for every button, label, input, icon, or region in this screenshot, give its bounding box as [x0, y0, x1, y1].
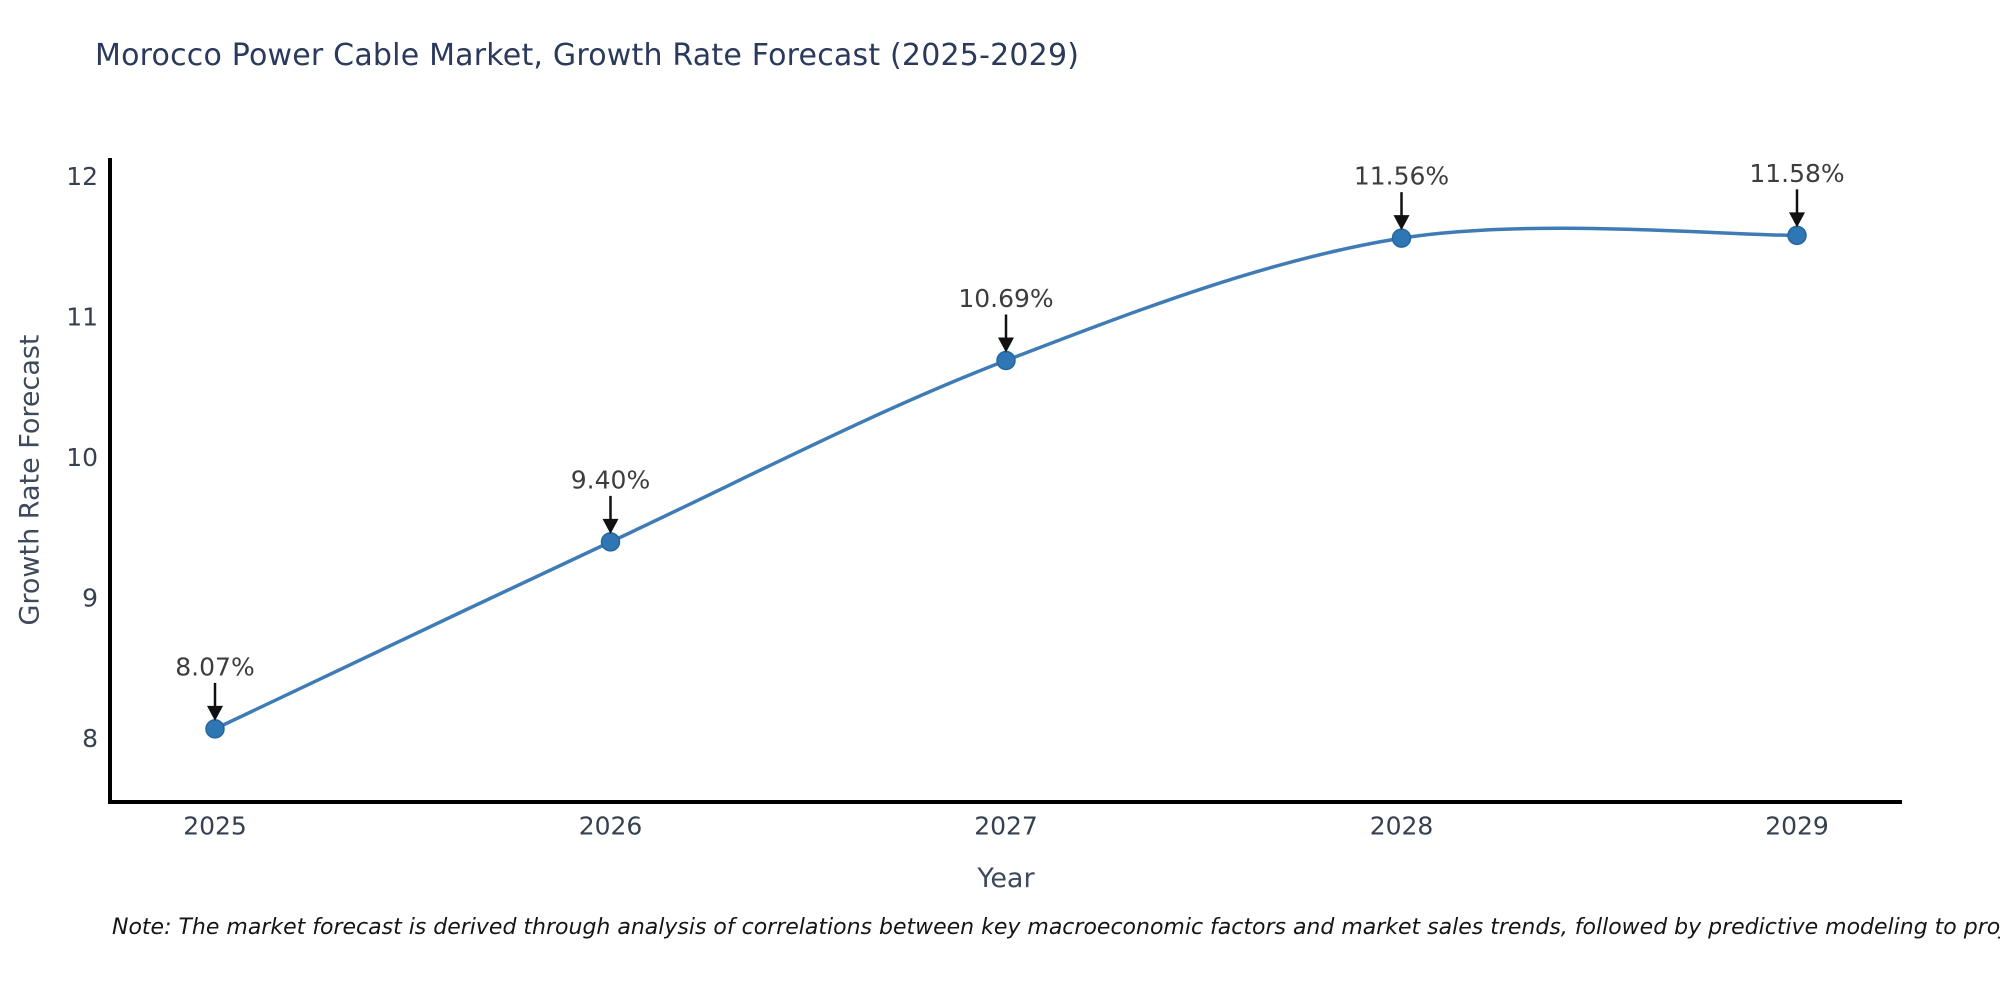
x-tick-label: 2026 [579, 811, 643, 840]
point-value-label: 10.69% [958, 284, 1053, 313]
data-point-2026 [600, 532, 621, 552]
y-tick-label: 9 [82, 584, 98, 613]
chart-footnote: Note: The market forecast is derived thr… [112, 915, 2000, 940]
x-tick-label: 2028 [1370, 811, 1434, 840]
y-tick-label: 12 [66, 162, 98, 191]
x-tick-label: 2029 [1765, 811, 1829, 840]
y-tick-label: 11 [66, 302, 98, 331]
data-point-2025 [205, 719, 225, 739]
axis-lines [108, 158, 1902, 804]
chart-title: Morocco Power Cable Market, Growth Rate … [95, 38, 1080, 73]
data-point-2029 [1787, 225, 1807, 246]
y-tick-label: 8 [82, 724, 98, 753]
point-value-label: 11.58% [1749, 159, 1844, 188]
y-tick-label: 10 [66, 443, 98, 472]
annotation-arrowhead [207, 705, 223, 721]
point-value-label: 8.07% [175, 652, 254, 681]
annotation-arrowhead [602, 518, 619, 534]
x-tick-label: 2025 [183, 811, 247, 840]
data-point-2027 [996, 350, 1016, 371]
x-axis-title: Year [976, 863, 1035, 894]
annotation-arrowhead [1393, 215, 1410, 231]
annotation-arrowhead [998, 337, 1014, 353]
point-value-label: 11.56% [1354, 162, 1449, 191]
y-axis-title: Growth Rate Forecast [15, 334, 46, 625]
x-tick-label: 2027 [974, 811, 1038, 840]
data-point-2028 [1391, 228, 1412, 248]
annotation-arrowhead [1789, 212, 1805, 228]
point-value-label: 9.40% [571, 465, 650, 494]
